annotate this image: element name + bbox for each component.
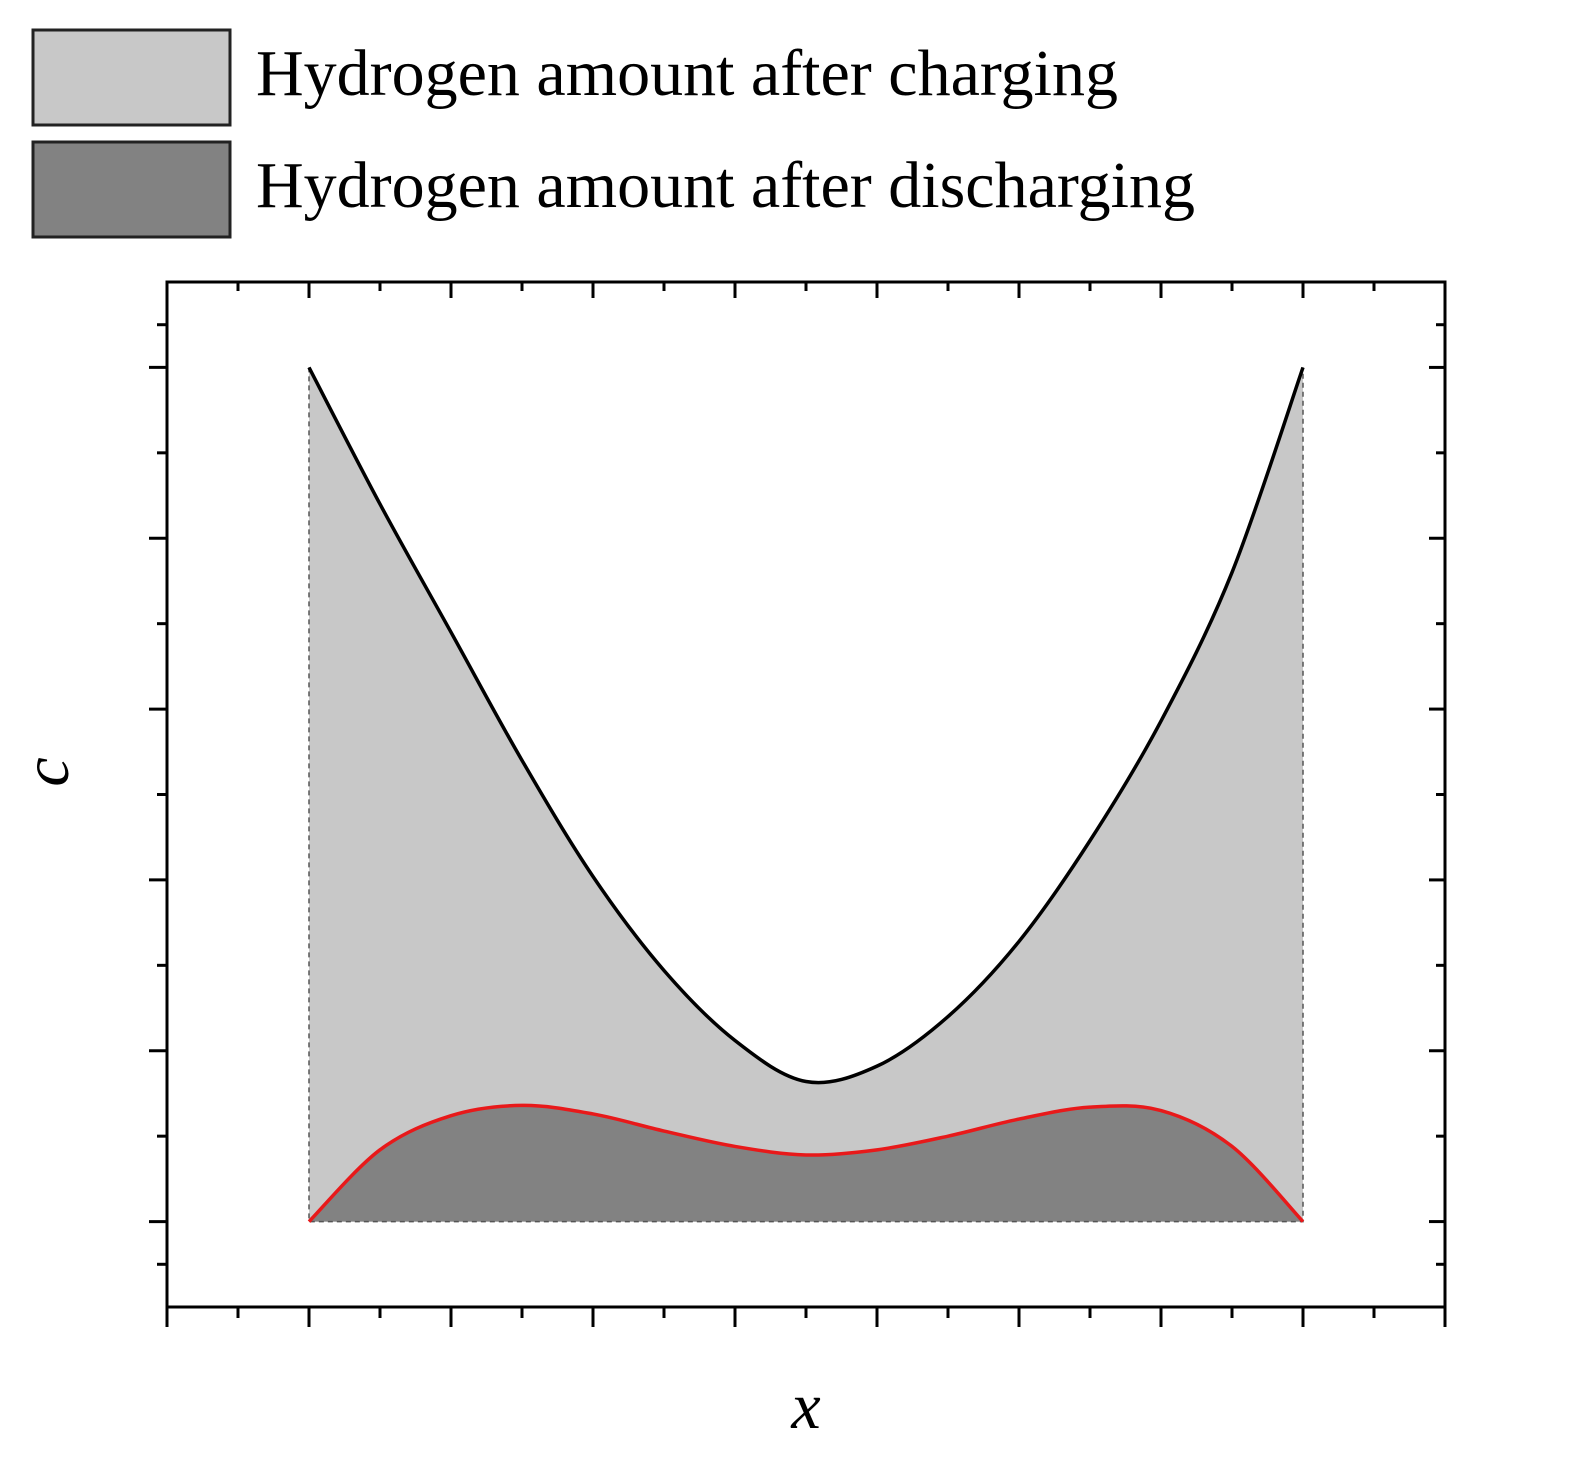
x-axis-label: x: [790, 1370, 820, 1443]
legend-label: Hydrogen amount after discharging: [256, 149, 1195, 222]
y-axis-label: c: [10, 757, 83, 786]
series-line: [307, 366, 1305, 1085]
legend-swatch: [31, 140, 232, 239]
area-fill: [309, 1105, 1303, 1222]
area-fill: [309, 367, 1303, 1222]
area-boundary: [308, 367, 1304, 1223]
legend-swatch: [31, 28, 232, 127]
legend-label: Hydrogen amount after charging: [256, 37, 1118, 110]
series-line: [307, 1103, 1305, 1223]
